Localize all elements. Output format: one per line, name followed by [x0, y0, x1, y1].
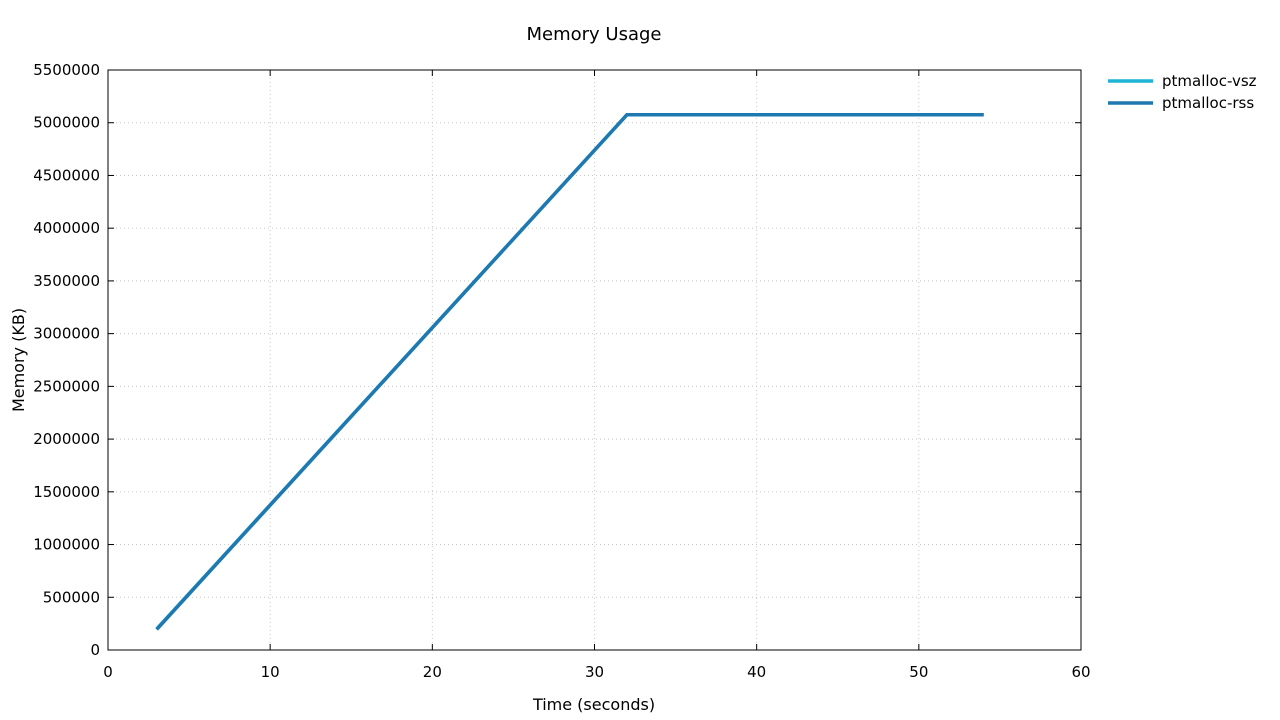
- y-tick-label: 3000000: [33, 325, 100, 343]
- x-tick-label: 30: [585, 663, 604, 681]
- y-axis-title: Memory (KB): [9, 308, 28, 412]
- series-line-ptmalloc-vsz: [155, 113, 984, 631]
- y-tick-label: 500000: [43, 588, 100, 606]
- x-tick-label: 10: [261, 663, 280, 681]
- x-tick-label: 40: [747, 663, 766, 681]
- y-tick-label: 0: [90, 641, 100, 659]
- legend-label: ptmalloc-rss: [1162, 94, 1254, 112]
- y-tick-label: 4000000: [33, 219, 100, 237]
- chart-title: Memory Usage: [526, 24, 661, 45]
- grid-layer: [108, 70, 1081, 650]
- x-tick-label: 0: [103, 663, 113, 681]
- x-tick-label: 50: [909, 663, 928, 681]
- series-line-ptmalloc-rss: [155, 113, 984, 631]
- legend-label: ptmalloc-vsz: [1162, 72, 1257, 90]
- y-tick-label: 2000000: [33, 430, 100, 448]
- y-tick-label: 1000000: [33, 536, 100, 554]
- series-layer: [155, 113, 984, 631]
- y-tick-label: 5000000: [33, 114, 100, 132]
- y-tick-label: 5500000: [33, 61, 100, 79]
- legend: ptmalloc-vsz ptmalloc-rss: [1108, 72, 1257, 112]
- y-tick-label: 4500000: [33, 166, 100, 184]
- y-tick-label: 2500000: [33, 377, 100, 395]
- y-tick-label: 1500000: [33, 483, 100, 501]
- tick-layer: 0 10 20 30 40 50 60 0 500000 1000000 1500000 200000…: [33, 61, 1090, 681]
- x-axis-title: Time (seconds): [532, 695, 655, 714]
- x-tick-label: 60: [1071, 663, 1090, 681]
- x-tick-label: 20: [423, 663, 442, 681]
- y-tick-label: 3500000: [33, 272, 100, 290]
